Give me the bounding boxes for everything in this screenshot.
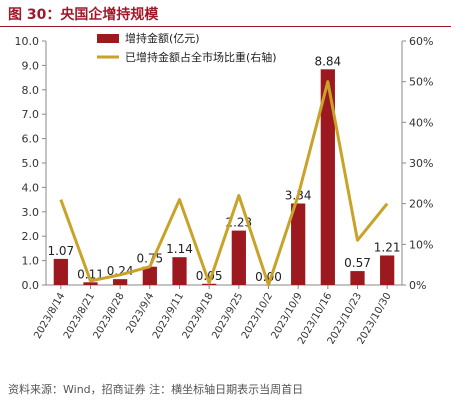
bar-data-label: 1.21 xyxy=(374,240,401,254)
left-tick-label: 5.0 xyxy=(22,157,40,170)
source-note: 资料来源：Wind，招商证券 注：横坐标轴日期表示当周首日 xyxy=(8,383,304,396)
right-tick-label: 10% xyxy=(409,238,433,251)
legend-bar-swatch xyxy=(97,34,119,43)
bar-series: 1.070.11 0.240.751.140.052.230.003.348.84… xyxy=(47,54,401,285)
right-tick-label: 50% xyxy=(409,76,433,89)
bar-line-chart: 0.0 1.0 2.0 3.0 4.0 5.0 6.0 7.0 8.0 9.0 10.0 0% 10% 2… xyxy=(15,31,434,346)
bar xyxy=(172,257,187,285)
bar-data-label: 0.11 xyxy=(77,267,104,281)
right-tick-label: 20% xyxy=(409,198,433,211)
chart-axes: 0.0 1.0 2.0 3.0 4.0 5.0 6.0 7.0 8.0 9.0 10.0 0% 10% 2… xyxy=(15,35,434,346)
bar-data-label: 0.05 xyxy=(196,269,223,283)
left-tick-label: 8.0 xyxy=(22,84,40,97)
x-tick-label: 2023/9/4 xyxy=(124,291,156,335)
chart-title: 图 30：央国企增持规模 xyxy=(8,7,159,23)
left-tick-label: 3.0 xyxy=(22,206,40,219)
line-series xyxy=(59,80,389,287)
left-tick-label: 10.0 xyxy=(15,35,40,48)
x-tick-label: 2023/8/28 xyxy=(92,291,127,341)
bar xyxy=(350,271,365,285)
left-tick-label: 1.0 xyxy=(22,255,40,268)
legend-line-label: 已增持金额占全市场比重(右轴) xyxy=(125,50,277,64)
bar xyxy=(83,282,98,285)
bar-data-label: 1.07 xyxy=(47,244,74,258)
left-tick-label: 0.0 xyxy=(22,279,40,292)
bar xyxy=(291,203,306,285)
bar xyxy=(53,258,68,285)
bar-data-label: 0.57 xyxy=(344,256,371,270)
right-tick-label: 40% xyxy=(409,116,433,129)
left-tick-label: 4.0 xyxy=(22,181,40,194)
left-tick-label: 2.0 xyxy=(22,230,40,243)
bar-data-label: 8.84 xyxy=(314,54,341,68)
right-tick-label: 0% xyxy=(409,279,426,292)
chart-legend: 增持金额(亿元) 已增持金额占全市场比重(右轴) xyxy=(97,31,277,64)
bar xyxy=(113,279,128,285)
bar-data-label: 1.14 xyxy=(166,242,193,256)
bar-data-label: 0.00 xyxy=(255,270,282,284)
bar xyxy=(380,255,395,285)
right-tick-label: 30% xyxy=(409,157,433,170)
bar xyxy=(142,266,157,285)
bar-data-label: 0.24 xyxy=(107,264,134,278)
right-tick-label: 60% xyxy=(409,35,433,48)
bar xyxy=(320,69,335,285)
left-tick-label: 9.0 xyxy=(22,59,40,72)
share-line xyxy=(59,80,389,287)
title-divider xyxy=(0,26,451,27)
legend-bar-label: 增持金额(亿元) xyxy=(125,31,200,45)
bar xyxy=(231,230,246,285)
left-tick-label: 7.0 xyxy=(22,108,40,121)
left-tick-label: 6.0 xyxy=(22,133,40,146)
